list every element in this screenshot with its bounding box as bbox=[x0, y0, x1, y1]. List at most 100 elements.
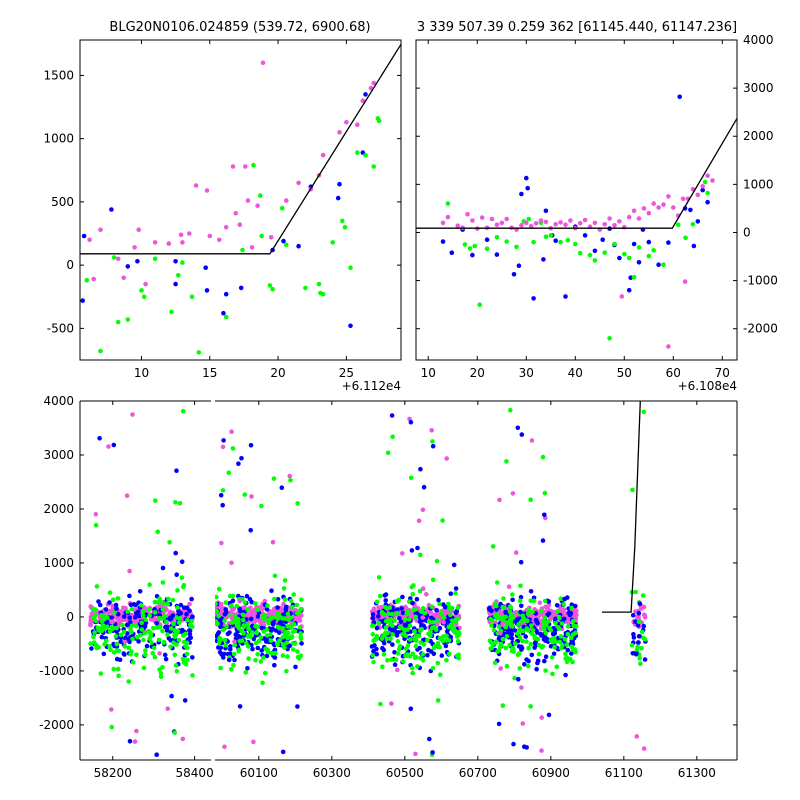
data-point bbox=[236, 634, 241, 639]
data-point bbox=[261, 614, 267, 619]
data-point bbox=[136, 609, 141, 615]
data-point bbox=[139, 627, 145, 632]
data-point bbox=[290, 605, 295, 610]
data-point bbox=[151, 625, 156, 631]
data-point bbox=[554, 603, 560, 608]
data-point bbox=[539, 715, 544, 720]
data-point bbox=[185, 657, 190, 663]
data-point bbox=[98, 227, 103, 232]
data-point bbox=[398, 625, 403, 630]
data-point bbox=[415, 664, 420, 669]
x-offset-label: +6.108e4 bbox=[678, 379, 737, 393]
data-point bbox=[187, 628, 193, 633]
series-green bbox=[487, 580, 579, 681]
data-point bbox=[236, 649, 241, 654]
data-point bbox=[539, 748, 544, 753]
data-point bbox=[515, 652, 521, 658]
data-point bbox=[102, 642, 107, 647]
data-point bbox=[171, 621, 176, 627]
data-point bbox=[229, 560, 234, 566]
data-point bbox=[607, 336, 612, 341]
data-point bbox=[634, 734, 640, 739]
data-point bbox=[642, 657, 648, 662]
data-point bbox=[440, 638, 446, 644]
data-point bbox=[181, 583, 187, 588]
data-point bbox=[190, 614, 195, 619]
data-point bbox=[504, 239, 510, 244]
data-point bbox=[374, 651, 380, 657]
y-tick-label: 4000 bbox=[743, 33, 774, 47]
data-point bbox=[231, 662, 236, 668]
data-point bbox=[220, 444, 226, 450]
data-point bbox=[419, 626, 425, 632]
data-point bbox=[641, 409, 647, 415]
data-point bbox=[519, 603, 524, 609]
data-point bbox=[424, 592, 429, 597]
data-point bbox=[705, 199, 710, 205]
data-point bbox=[94, 584, 100, 589]
data-point bbox=[100, 623, 105, 628]
data-point bbox=[125, 609, 130, 615]
data-point bbox=[230, 598, 236, 603]
data-point bbox=[437, 601, 442, 607]
data-point bbox=[113, 633, 119, 639]
data-point bbox=[264, 627, 270, 632]
data-point bbox=[396, 651, 401, 656]
data-point bbox=[229, 429, 234, 435]
data-point bbox=[152, 610, 158, 615]
data-point bbox=[246, 656, 251, 661]
data-point bbox=[107, 600, 112, 605]
data-point bbox=[369, 644, 375, 649]
data-point bbox=[413, 614, 418, 619]
data-point bbox=[260, 60, 266, 66]
data-point bbox=[216, 613, 221, 619]
data-point bbox=[702, 179, 708, 185]
data-point bbox=[179, 575, 185, 580]
data-point bbox=[507, 604, 513, 609]
data-point bbox=[245, 198, 251, 203]
data-point bbox=[279, 485, 285, 491]
data-point bbox=[132, 739, 138, 744]
x-tick-label: 60900 bbox=[532, 766, 570, 780]
data-point bbox=[173, 663, 179, 668]
data-point bbox=[524, 639, 529, 644]
data-point bbox=[529, 438, 535, 443]
data-point bbox=[550, 671, 555, 677]
data-point bbox=[455, 223, 461, 228]
data-point bbox=[167, 540, 172, 545]
data-point bbox=[173, 259, 178, 264]
data-point bbox=[489, 623, 494, 628]
data-point bbox=[633, 619, 638, 625]
data-point bbox=[558, 239, 563, 245]
data-point bbox=[582, 233, 588, 238]
data-point bbox=[262, 598, 268, 604]
data-point bbox=[415, 545, 420, 551]
data-point bbox=[547, 626, 552, 631]
y-tick-label: 1500 bbox=[43, 68, 74, 82]
data-point bbox=[641, 206, 647, 211]
series-green bbox=[84, 116, 382, 355]
data-point bbox=[370, 615, 376, 621]
data-point bbox=[511, 741, 516, 747]
data-point bbox=[563, 672, 568, 678]
data-point bbox=[92, 630, 97, 635]
data-point bbox=[204, 188, 210, 193]
data-point bbox=[521, 628, 526, 634]
data-point bbox=[529, 652, 535, 658]
data-point bbox=[523, 634, 528, 639]
data-point bbox=[215, 631, 221, 637]
data-point bbox=[569, 651, 574, 656]
data-point bbox=[495, 580, 500, 585]
data-point bbox=[121, 614, 127, 619]
data-point bbox=[637, 601, 643, 606]
data-point bbox=[137, 589, 143, 594]
data-point bbox=[517, 626, 522, 632]
data-point bbox=[446, 601, 451, 607]
data-point bbox=[528, 589, 534, 594]
data-point bbox=[421, 642, 427, 647]
data-point bbox=[510, 646, 516, 651]
data-point bbox=[525, 663, 531, 669]
data-point bbox=[530, 628, 536, 633]
y-tick-label: 0 bbox=[66, 258, 74, 272]
data-point bbox=[121, 275, 126, 281]
